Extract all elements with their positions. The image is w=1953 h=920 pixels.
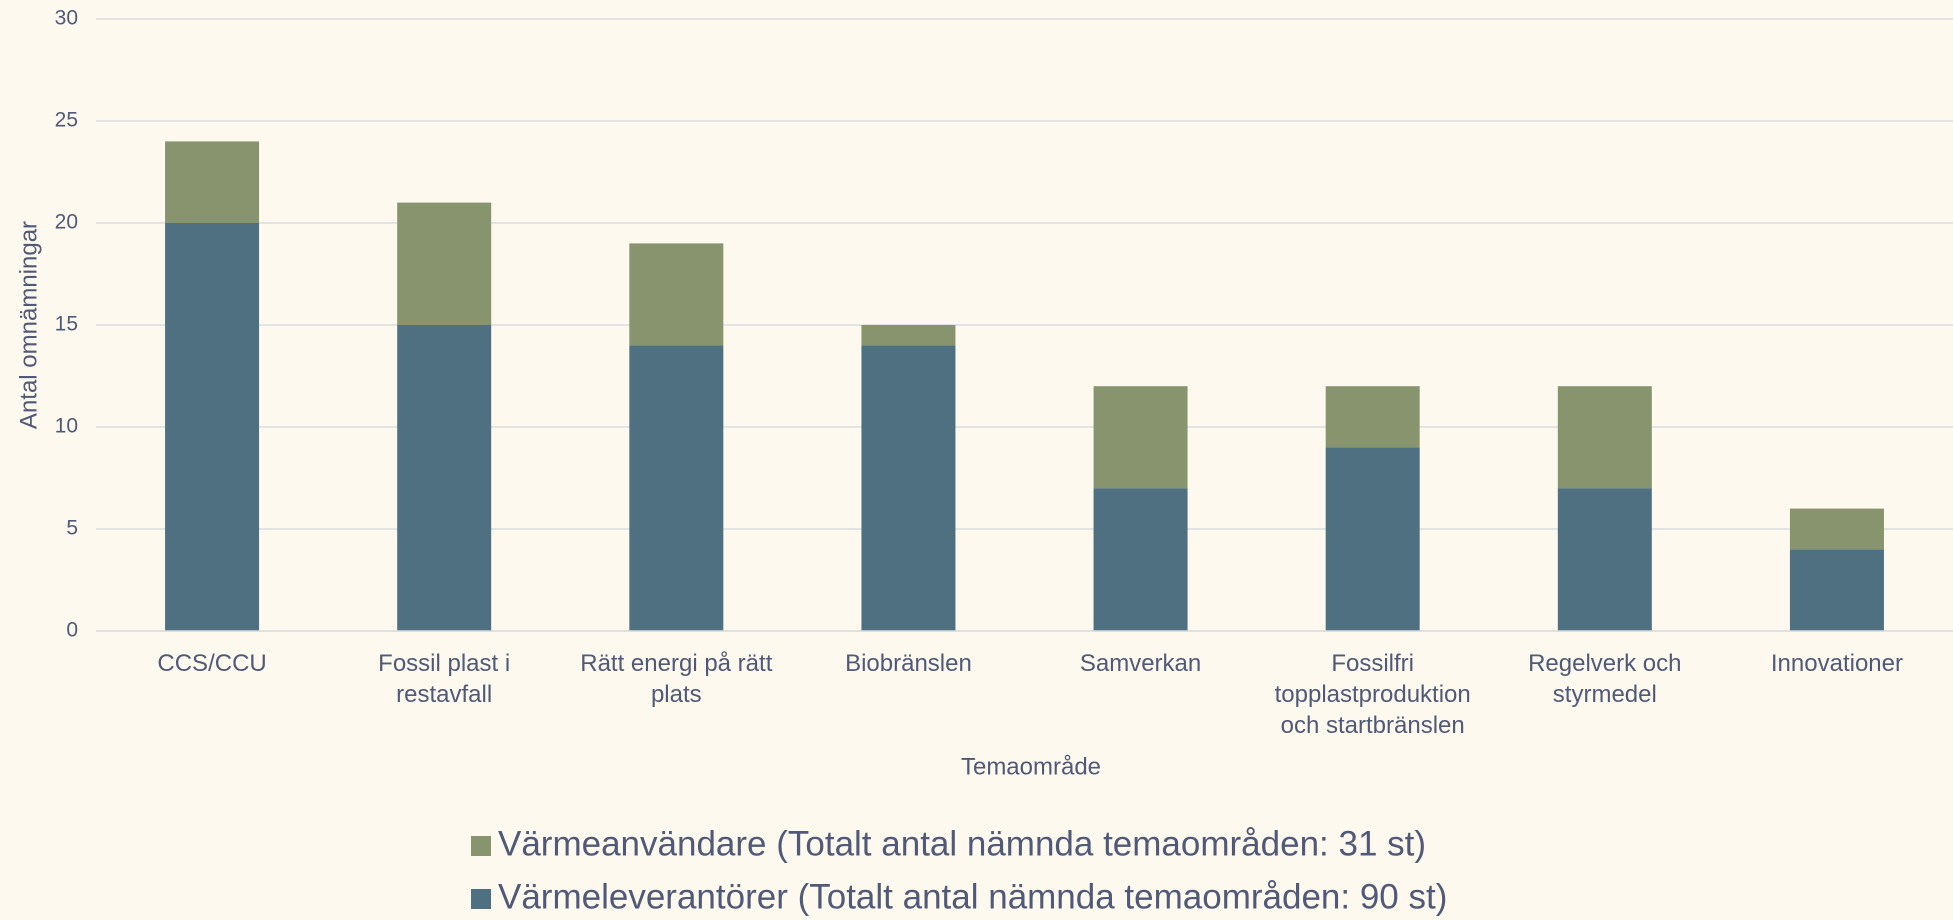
bar-segment bbox=[861, 325, 956, 346]
x-tick-label: Biobränslen bbox=[845, 650, 972, 677]
bar-segment bbox=[397, 202, 492, 325]
y-tick-label: 20 bbox=[55, 211, 78, 234]
x-tick-label: CCS/CCU bbox=[157, 650, 266, 677]
x-tick-label: Rätt energi på rätt plats bbox=[580, 650, 772, 708]
legend-swatch bbox=[471, 889, 491, 909]
y-tick-label: 25 bbox=[55, 109, 78, 132]
legend-swatch bbox=[471, 836, 491, 856]
x-tick-label: Regelverk och styrmedel bbox=[1528, 650, 1681, 708]
y-tick-label: 30 bbox=[55, 7, 78, 30]
y-tick-label: 10 bbox=[55, 415, 78, 438]
y-tick-label: 5 bbox=[66, 517, 78, 540]
bar-segment bbox=[1093, 386, 1188, 489]
bar-segment bbox=[629, 243, 724, 346]
bar-segment bbox=[1325, 447, 1420, 631]
bar-segment bbox=[165, 141, 260, 223]
y-tick-label: 0 bbox=[66, 619, 78, 642]
bar-segment bbox=[1557, 488, 1652, 631]
bar-segment bbox=[861, 345, 956, 631]
x-tick-label: Fossil plast i restavfall bbox=[378, 650, 510, 708]
x-tick-label: Fossilfri topplastproduktion och startbrän… bbox=[1275, 650, 1471, 739]
x-tick-label: Samverkan bbox=[1080, 650, 1201, 677]
bar-segment bbox=[1789, 549, 1884, 631]
bar-segment bbox=[165, 223, 260, 631]
y-axis-title: Antal omnämningar bbox=[15, 221, 42, 429]
legend-label: Värmeleverantörer (Totalt antal nämnda t… bbox=[498, 877, 1447, 916]
bar-segment bbox=[629, 345, 724, 631]
legend-label: Värmeanvändare (Totalt antal nämnda tema… bbox=[498, 824, 1426, 863]
y-tick-label: 15 bbox=[55, 313, 78, 336]
x-tick-label: Innovationer bbox=[1771, 650, 1903, 677]
bar-segment bbox=[1093, 488, 1188, 631]
bar-segment bbox=[1325, 386, 1420, 448]
bar-segment bbox=[1557, 386, 1652, 489]
bar-segment bbox=[397, 325, 492, 631]
x-axis-title: Temaområde bbox=[961, 753, 1101, 780]
bar-segment bbox=[1789, 508, 1884, 550]
